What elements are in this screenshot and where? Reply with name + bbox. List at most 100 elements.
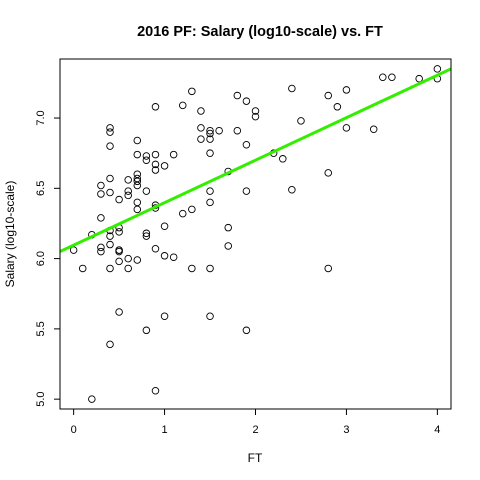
data-point — [69, 246, 78, 254]
y-tick-label: 5.5 — [35, 321, 47, 336]
data-point — [142, 152, 151, 160]
data-point — [142, 156, 151, 164]
y-axis: 5.0 5.5 6.0 6.5 7.0 — [35, 110, 61, 407]
x-axis: 0 1 2 3 4 — [71, 408, 440, 436]
data-point — [106, 340, 114, 349]
data-point — [124, 187, 132, 195]
data-point — [415, 74, 423, 83]
data-point — [106, 232, 114, 240]
data-point — [160, 162, 169, 170]
data-point — [369, 125, 378, 134]
data-point — [242, 97, 251, 105]
data-point — [197, 135, 205, 143]
data-point — [124, 176, 132, 184]
data-point — [142, 229, 151, 238]
data-point — [88, 395, 96, 403]
data-point — [106, 174, 114, 183]
chart-title: 2016 PF: Salary (log10-scale) vs. FT — [137, 24, 383, 40]
data-point — [124, 264, 132, 273]
data-point — [215, 126, 223, 135]
data-point — [106, 128, 114, 136]
data-point — [115, 195, 123, 204]
plot-area — [60, 65, 451, 403]
data-point — [251, 107, 260, 115]
data-point — [206, 312, 214, 320]
data-point — [133, 150, 142, 159]
data-point — [133, 181, 142, 190]
x-tick-label: 0 — [71, 424, 77, 436]
data-point — [433, 65, 442, 73]
data-point — [197, 107, 205, 115]
data-point — [206, 129, 214, 138]
x-tick-label: 3 — [343, 424, 349, 436]
data-point — [78, 264, 87, 273]
data-point — [179, 101, 187, 110]
y-tick-label: 7.0 — [35, 110, 47, 125]
data-point — [142, 232, 151, 240]
x-tick-label: 1 — [162, 424, 168, 436]
data-point — [206, 187, 214, 195]
data-point — [342, 86, 351, 94]
data-point — [324, 91, 332, 100]
data-point — [388, 73, 396, 82]
data-point — [151, 150, 160, 159]
data-point — [106, 240, 114, 249]
data-point — [324, 169, 332, 177]
data-point — [142, 187, 151, 195]
data-point — [106, 142, 114, 150]
data-point — [188, 87, 196, 96]
data-point — [206, 126, 214, 135]
data-point — [115, 228, 123, 236]
data-point — [169, 150, 178, 159]
x-tick-label: 4 — [434, 424, 440, 436]
data-point — [188, 205, 196, 214]
y-tick-label: 5.0 — [35, 392, 47, 407]
data-point — [224, 223, 232, 232]
data-point — [124, 191, 132, 200]
x-axis-label: FT — [248, 451, 263, 465]
data-point — [333, 103, 342, 111]
data-point — [160, 312, 169, 320]
data-point — [169, 253, 178, 261]
data-point — [115, 257, 123, 266]
data-point — [97, 243, 105, 252]
data-point — [160, 222, 169, 231]
data-point — [288, 185, 296, 194]
data-point — [206, 149, 214, 157]
data-point — [160, 252, 169, 260]
data-point — [233, 91, 242, 100]
data-point — [133, 177, 142, 186]
data-point — [133, 136, 142, 145]
data-point — [251, 112, 260, 121]
data-point — [151, 386, 160, 395]
data-point — [151, 245, 160, 253]
data-point — [106, 188, 114, 197]
data-point — [97, 247, 105, 256]
data-point — [142, 326, 151, 335]
data-point — [242, 140, 251, 149]
data-point — [133, 205, 142, 214]
data-point — [97, 190, 105, 198]
data-point — [188, 264, 196, 273]
data-point — [297, 117, 305, 125]
data-point — [115, 308, 123, 316]
data-point — [279, 155, 287, 163]
data-point — [206, 264, 214, 273]
data-point — [206, 135, 214, 143]
data-point — [288, 84, 296, 93]
data-point — [197, 124, 205, 132]
data-point — [242, 326, 251, 335]
data-point — [106, 124, 114, 132]
regression-line — [60, 67, 451, 253]
y-tick-label: 6.5 — [35, 181, 47, 196]
data-point — [151, 160, 160, 169]
data-point — [106, 264, 114, 273]
data-point — [115, 247, 123, 256]
data-point — [242, 187, 251, 195]
data-point — [179, 209, 187, 218]
x-tick-label: 2 — [252, 424, 258, 436]
data-point — [151, 166, 160, 174]
y-tick-label: 6.0 — [35, 251, 47, 266]
